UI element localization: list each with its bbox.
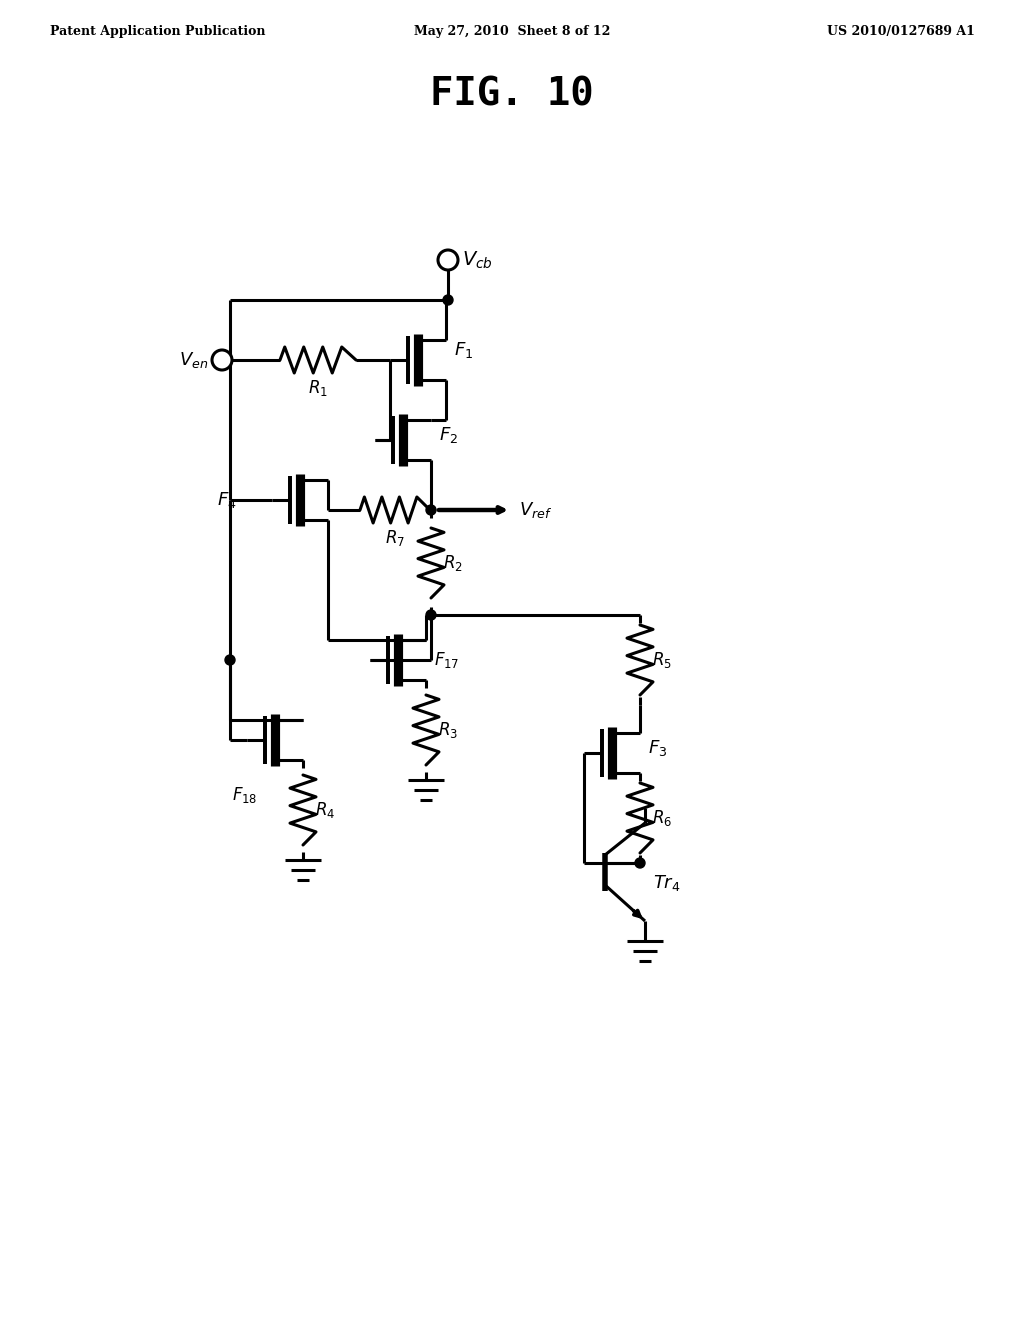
Text: $F_4$: $F_4$ <box>217 490 237 510</box>
Text: $R_4$: $R_4$ <box>315 800 335 820</box>
Text: $V_{cb}$: $V_{cb}$ <box>462 249 493 271</box>
Circle shape <box>438 249 458 271</box>
Text: $R_7$: $R_7$ <box>385 528 406 548</box>
Text: $Tr_4$: $Tr_4$ <box>653 873 681 894</box>
Text: $F_3$: $F_3$ <box>648 738 668 758</box>
Circle shape <box>426 610 436 620</box>
Circle shape <box>212 350 232 370</box>
Circle shape <box>426 506 436 515</box>
Text: $F_1$: $F_1$ <box>454 341 473 360</box>
Circle shape <box>443 294 453 305</box>
Text: May 27, 2010  Sheet 8 of 12: May 27, 2010 Sheet 8 of 12 <box>414 25 610 38</box>
Text: $R_6$: $R_6$ <box>652 808 672 828</box>
Text: $R_2$: $R_2$ <box>443 553 463 573</box>
Text: $R_3$: $R_3$ <box>438 719 458 741</box>
Text: $F_{17}$: $F_{17}$ <box>434 649 460 671</box>
Text: $V_{ref}$: $V_{ref}$ <box>519 500 552 520</box>
Circle shape <box>225 655 234 665</box>
Text: FIG. 10: FIG. 10 <box>430 75 594 114</box>
Text: US 2010/0127689 A1: US 2010/0127689 A1 <box>827 25 975 38</box>
Text: $R_1$: $R_1$ <box>308 378 328 399</box>
Text: Patent Application Publication: Patent Application Publication <box>50 25 265 38</box>
Text: $R_5$: $R_5$ <box>652 649 672 671</box>
Text: $F_2$: $F_2$ <box>439 425 458 445</box>
Text: $F_{18}$: $F_{18}$ <box>232 785 258 805</box>
Circle shape <box>635 858 645 869</box>
Text: $V_{en}$: $V_{en}$ <box>179 350 208 370</box>
